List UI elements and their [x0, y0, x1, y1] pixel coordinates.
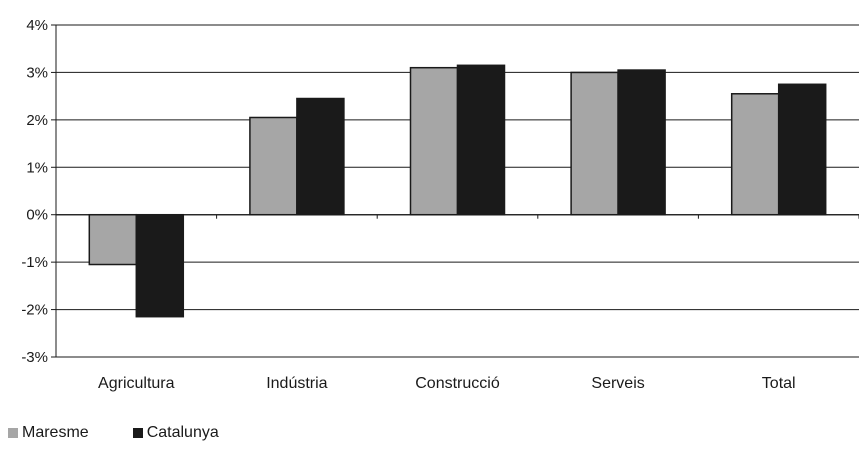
bar-catalunya-agricultura: [135, 213, 185, 318]
bars: [88, 64, 827, 318]
bar-maresme-agricultura: [88, 213, 138, 266]
x-tick-label: Agricultura: [98, 375, 175, 392]
bar-maresme-serveis: [570, 71, 619, 216]
bar-catalunya-construcció: [456, 64, 506, 216]
x-tick-label: Serveis: [591, 375, 644, 392]
y-tick-label: 4%: [26, 17, 48, 34]
axes: [55, 25, 859, 357]
y-tick-label: 2%: [26, 112, 48, 129]
bar-maresme-total: [730, 93, 780, 216]
bar-catalunya-total: [777, 83, 827, 216]
legend-swatch-maresme: [8, 428, 18, 438]
bar-maresme-construcció: [409, 66, 459, 216]
legend-swatch-catalunya: [132, 428, 143, 438]
y-tick-label: 3%: [26, 64, 48, 81]
legend-item-catalunya: Catalunya: [132, 424, 219, 442]
y-tick-label: -2%: [21, 302, 48, 319]
y-axis-ticks: 4% 3% 2% 1% 0% -1% -2% -3%: [21, 17, 56, 366]
bar-catalunya-indústria: [296, 97, 345, 216]
x-tick-label: Total: [762, 375, 796, 392]
x-axis-labels: Agricultura Indústria Construcció Serveis To…: [98, 375, 796, 392]
y-tick-label: 0%: [26, 207, 48, 224]
x-tick-label: Indústria: [266, 375, 327, 392]
bar-maresme-indústria: [249, 116, 298, 216]
legend-item-maresme: Maresme: [8, 424, 89, 442]
y-tick-label: -1%: [21, 254, 48, 271]
y-tick-label: 1%: [26, 159, 48, 176]
legend-label-catalunya: Catalunya: [146, 424, 219, 441]
legend: Maresme Catalunya: [8, 424, 219, 442]
x-tick-label: Construcció: [415, 375, 500, 392]
legend-label-maresme: Maresme: [22, 424, 89, 441]
y-tick-label: -3%: [21, 349, 48, 366]
bar-catalunya-serveis: [617, 69, 666, 216]
